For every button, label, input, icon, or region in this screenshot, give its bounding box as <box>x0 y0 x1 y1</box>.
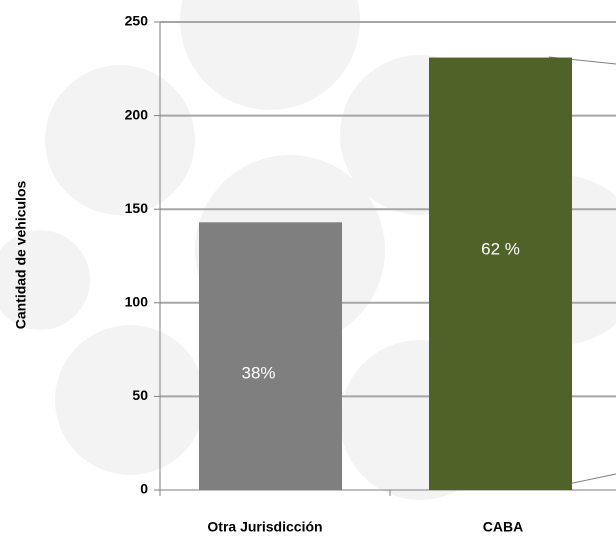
y-tick-label: 50 <box>132 387 148 403</box>
percent-label: 38% <box>241 364 275 383</box>
x-tick-label: CABA <box>483 519 523 535</box>
y-tick-label: 0 <box>140 481 148 497</box>
bar <box>199 222 342 490</box>
y-tick-label: 150 <box>125 200 149 216</box>
y-tick-label: 100 <box>125 294 149 310</box>
y-tick-label: 250 <box>125 13 149 29</box>
percent-label: 62 % <box>481 239 520 258</box>
bar <box>429 57 572 491</box>
y-axis-label: Cantidad de vehiculos <box>13 180 29 329</box>
x-tick-label: Otra Jurisdicción <box>207 519 322 535</box>
y-tick-label: 200 <box>125 106 149 122</box>
